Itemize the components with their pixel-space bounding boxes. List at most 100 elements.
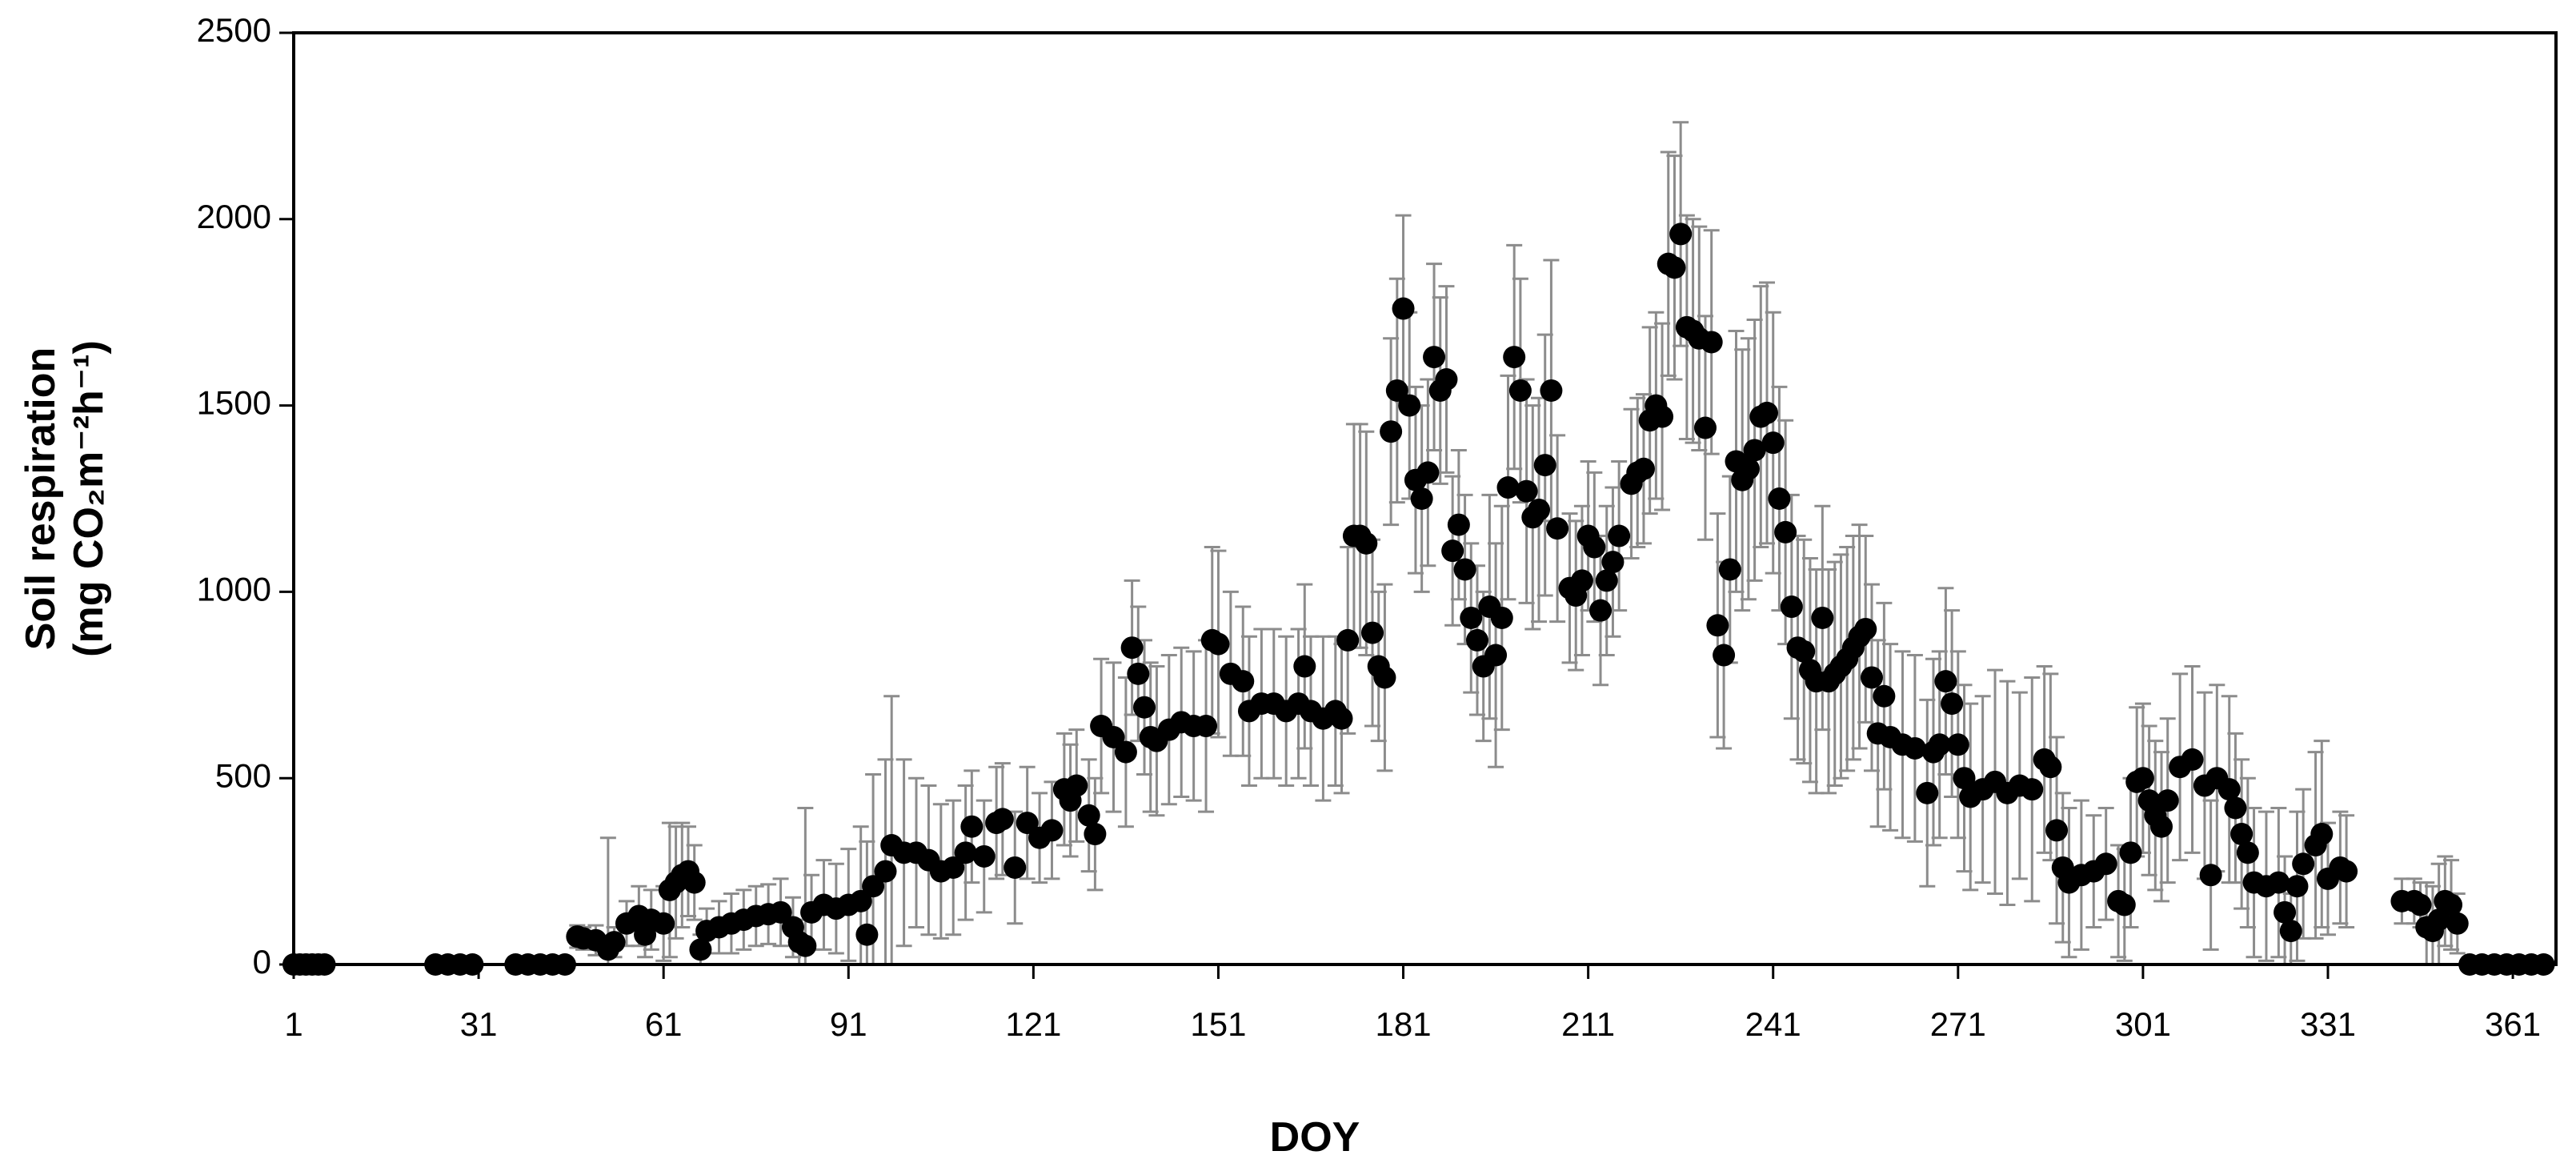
data-point: [2230, 823, 2253, 846]
data-point: [1508, 379, 1532, 402]
data-point: [1718, 558, 1741, 581]
data-point: [553, 953, 576, 976]
data-point: [1490, 606, 1513, 629]
data-point: [1114, 740, 1137, 764]
data-point: [2045, 819, 2069, 842]
data-point: [2292, 852, 2315, 876]
x-tick-label: 181: [1376, 1005, 1432, 1043]
x-tick-label: 1: [284, 1005, 302, 1043]
y-tick-label: 1500: [197, 384, 271, 422]
x-tick-label: 301: [2115, 1005, 2171, 1043]
data-point: [2181, 748, 2204, 771]
data-point: [1515, 479, 1538, 503]
data-point: [1601, 551, 1625, 574]
data-point: [1916, 781, 1939, 804]
data-point: [1953, 767, 1976, 790]
data-point: [2267, 871, 2290, 894]
data-point: [1460, 606, 1483, 629]
data-point: [1632, 457, 1655, 480]
data-point: [1533, 454, 1556, 477]
data-point: [1693, 416, 1717, 439]
data-point: [1065, 774, 1088, 797]
data-point: [1503, 346, 1526, 369]
data-point: [1465, 628, 1488, 652]
plot-frame: [292, 31, 2558, 966]
y-tick-label: 500: [215, 756, 271, 794]
data-point: [1540, 379, 1563, 402]
y-axis-title: (mg CO₂m⁻²h⁻¹): [66, 340, 112, 657]
x-tick-label: 31: [460, 1005, 498, 1043]
data-point: [689, 938, 712, 961]
data-point: [1737, 457, 1760, 480]
data-point: [1195, 715, 1218, 738]
data-point: [1873, 684, 1896, 708]
data-point: [652, 912, 675, 935]
data-point: [1774, 520, 1797, 543]
y-axis-title: Soil respiration: [18, 347, 64, 651]
data-point: [2113, 893, 2136, 916]
data-point: [683, 871, 706, 894]
data-point: [1761, 431, 1785, 455]
data-point: [1589, 599, 1613, 622]
data-point: [1811, 606, 1834, 629]
data-point: [2274, 900, 2297, 924]
data-point: [2440, 893, 2463, 916]
data-point: [2236, 841, 2259, 864]
x-tick-label: 361: [2485, 1005, 2541, 1043]
data-point: [1608, 524, 1631, 547]
data-point: [1570, 569, 1593, 592]
data-point: [2150, 815, 2173, 838]
data-point: [1484, 644, 1508, 667]
data-point: [1546, 517, 1569, 540]
data-point: [2446, 912, 2469, 935]
data-point: [1385, 379, 1408, 402]
data-point: [1941, 692, 1964, 716]
data-point: [1496, 476, 1520, 499]
data-point: [1040, 819, 1064, 842]
data-point: [1133, 696, 1156, 719]
data-point: [1780, 596, 1803, 619]
data-point: [2532, 953, 2555, 976]
data-point: [1700, 331, 1723, 354]
data-point: [942, 856, 965, 879]
data-point: [2310, 823, 2334, 846]
data-point: [972, 844, 996, 868]
data-point: [2217, 778, 2241, 801]
x-tick-label: 151: [1190, 1005, 1246, 1043]
data-point: [1127, 662, 1150, 685]
x-tick-label: 91: [830, 1005, 867, 1043]
data-point: [1392, 297, 1415, 320]
data-point: [1595, 569, 1618, 592]
data-point: [1860, 666, 1883, 689]
data-point: [1102, 725, 1125, 748]
data-point: [1120, 636, 1144, 660]
y-tick-label: 2500: [197, 11, 271, 49]
data-point: [1423, 346, 1446, 369]
data-point: [862, 875, 885, 898]
x-tick-label: 241: [1745, 1005, 1801, 1043]
data-point: [1355, 531, 1378, 555]
data-point: [849, 889, 872, 912]
data-point: [1713, 644, 1736, 667]
data-point: [1669, 223, 1693, 246]
data-point: [1854, 617, 1877, 640]
data-point: [1793, 640, 1816, 663]
data-point: [1380, 420, 1403, 443]
data-point: [2224, 796, 2247, 820]
x-axis-title: DOY: [1270, 1114, 1360, 1161]
x-tick-label: 271: [1930, 1005, 1986, 1043]
data-point: [2279, 920, 2302, 943]
data-point: [2119, 841, 2142, 864]
y-tick-label: 0: [253, 943, 271, 981]
data-point: [1934, 670, 1957, 693]
plot-area: [294, 121, 2552, 964]
data-point: [1016, 812, 1039, 835]
data-point: [2131, 767, 2154, 790]
data-point: [874, 860, 897, 883]
data-point: [1441, 539, 1464, 563]
data-point: [1336, 628, 1360, 652]
data-point: [1946, 733, 1969, 756]
data-point: [794, 934, 817, 957]
